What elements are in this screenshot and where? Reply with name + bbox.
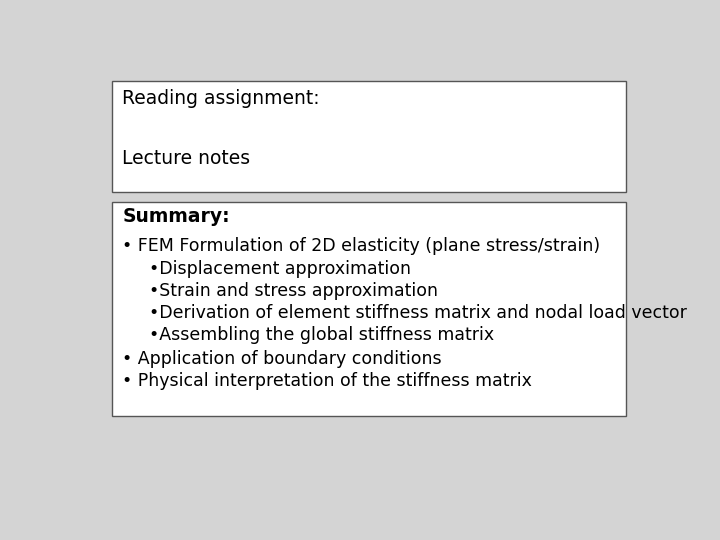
Bar — [112, 82, 626, 192]
Text: • FEM Formulation of 2D elasticity (plane stress/strain): • FEM Formulation of 2D elasticity (plan… — [122, 237, 600, 255]
Text: •Strain and stress approximation: •Strain and stress approximation — [148, 282, 438, 300]
Text: • Application of boundary conditions: • Application of boundary conditions — [122, 350, 442, 368]
Text: Summary:: Summary: — [122, 207, 230, 226]
Text: •Derivation of element stiffness matrix and nodal load vector: •Derivation of element stiffness matrix … — [148, 305, 686, 322]
Text: •Assembling the global stiffness matrix: •Assembling the global stiffness matrix — [148, 327, 494, 345]
Text: • Physical interpretation of the stiffness matrix: • Physical interpretation of the stiffne… — [122, 372, 532, 390]
Bar — [112, 202, 626, 416]
Text: Lecture notes: Lecture notes — [122, 149, 251, 168]
Text: Reading assignment:: Reading assignment: — [122, 89, 320, 107]
Text: •Displacement approximation: •Displacement approximation — [148, 260, 410, 279]
Bar — [112, 202, 626, 416]
Bar — [112, 82, 626, 192]
